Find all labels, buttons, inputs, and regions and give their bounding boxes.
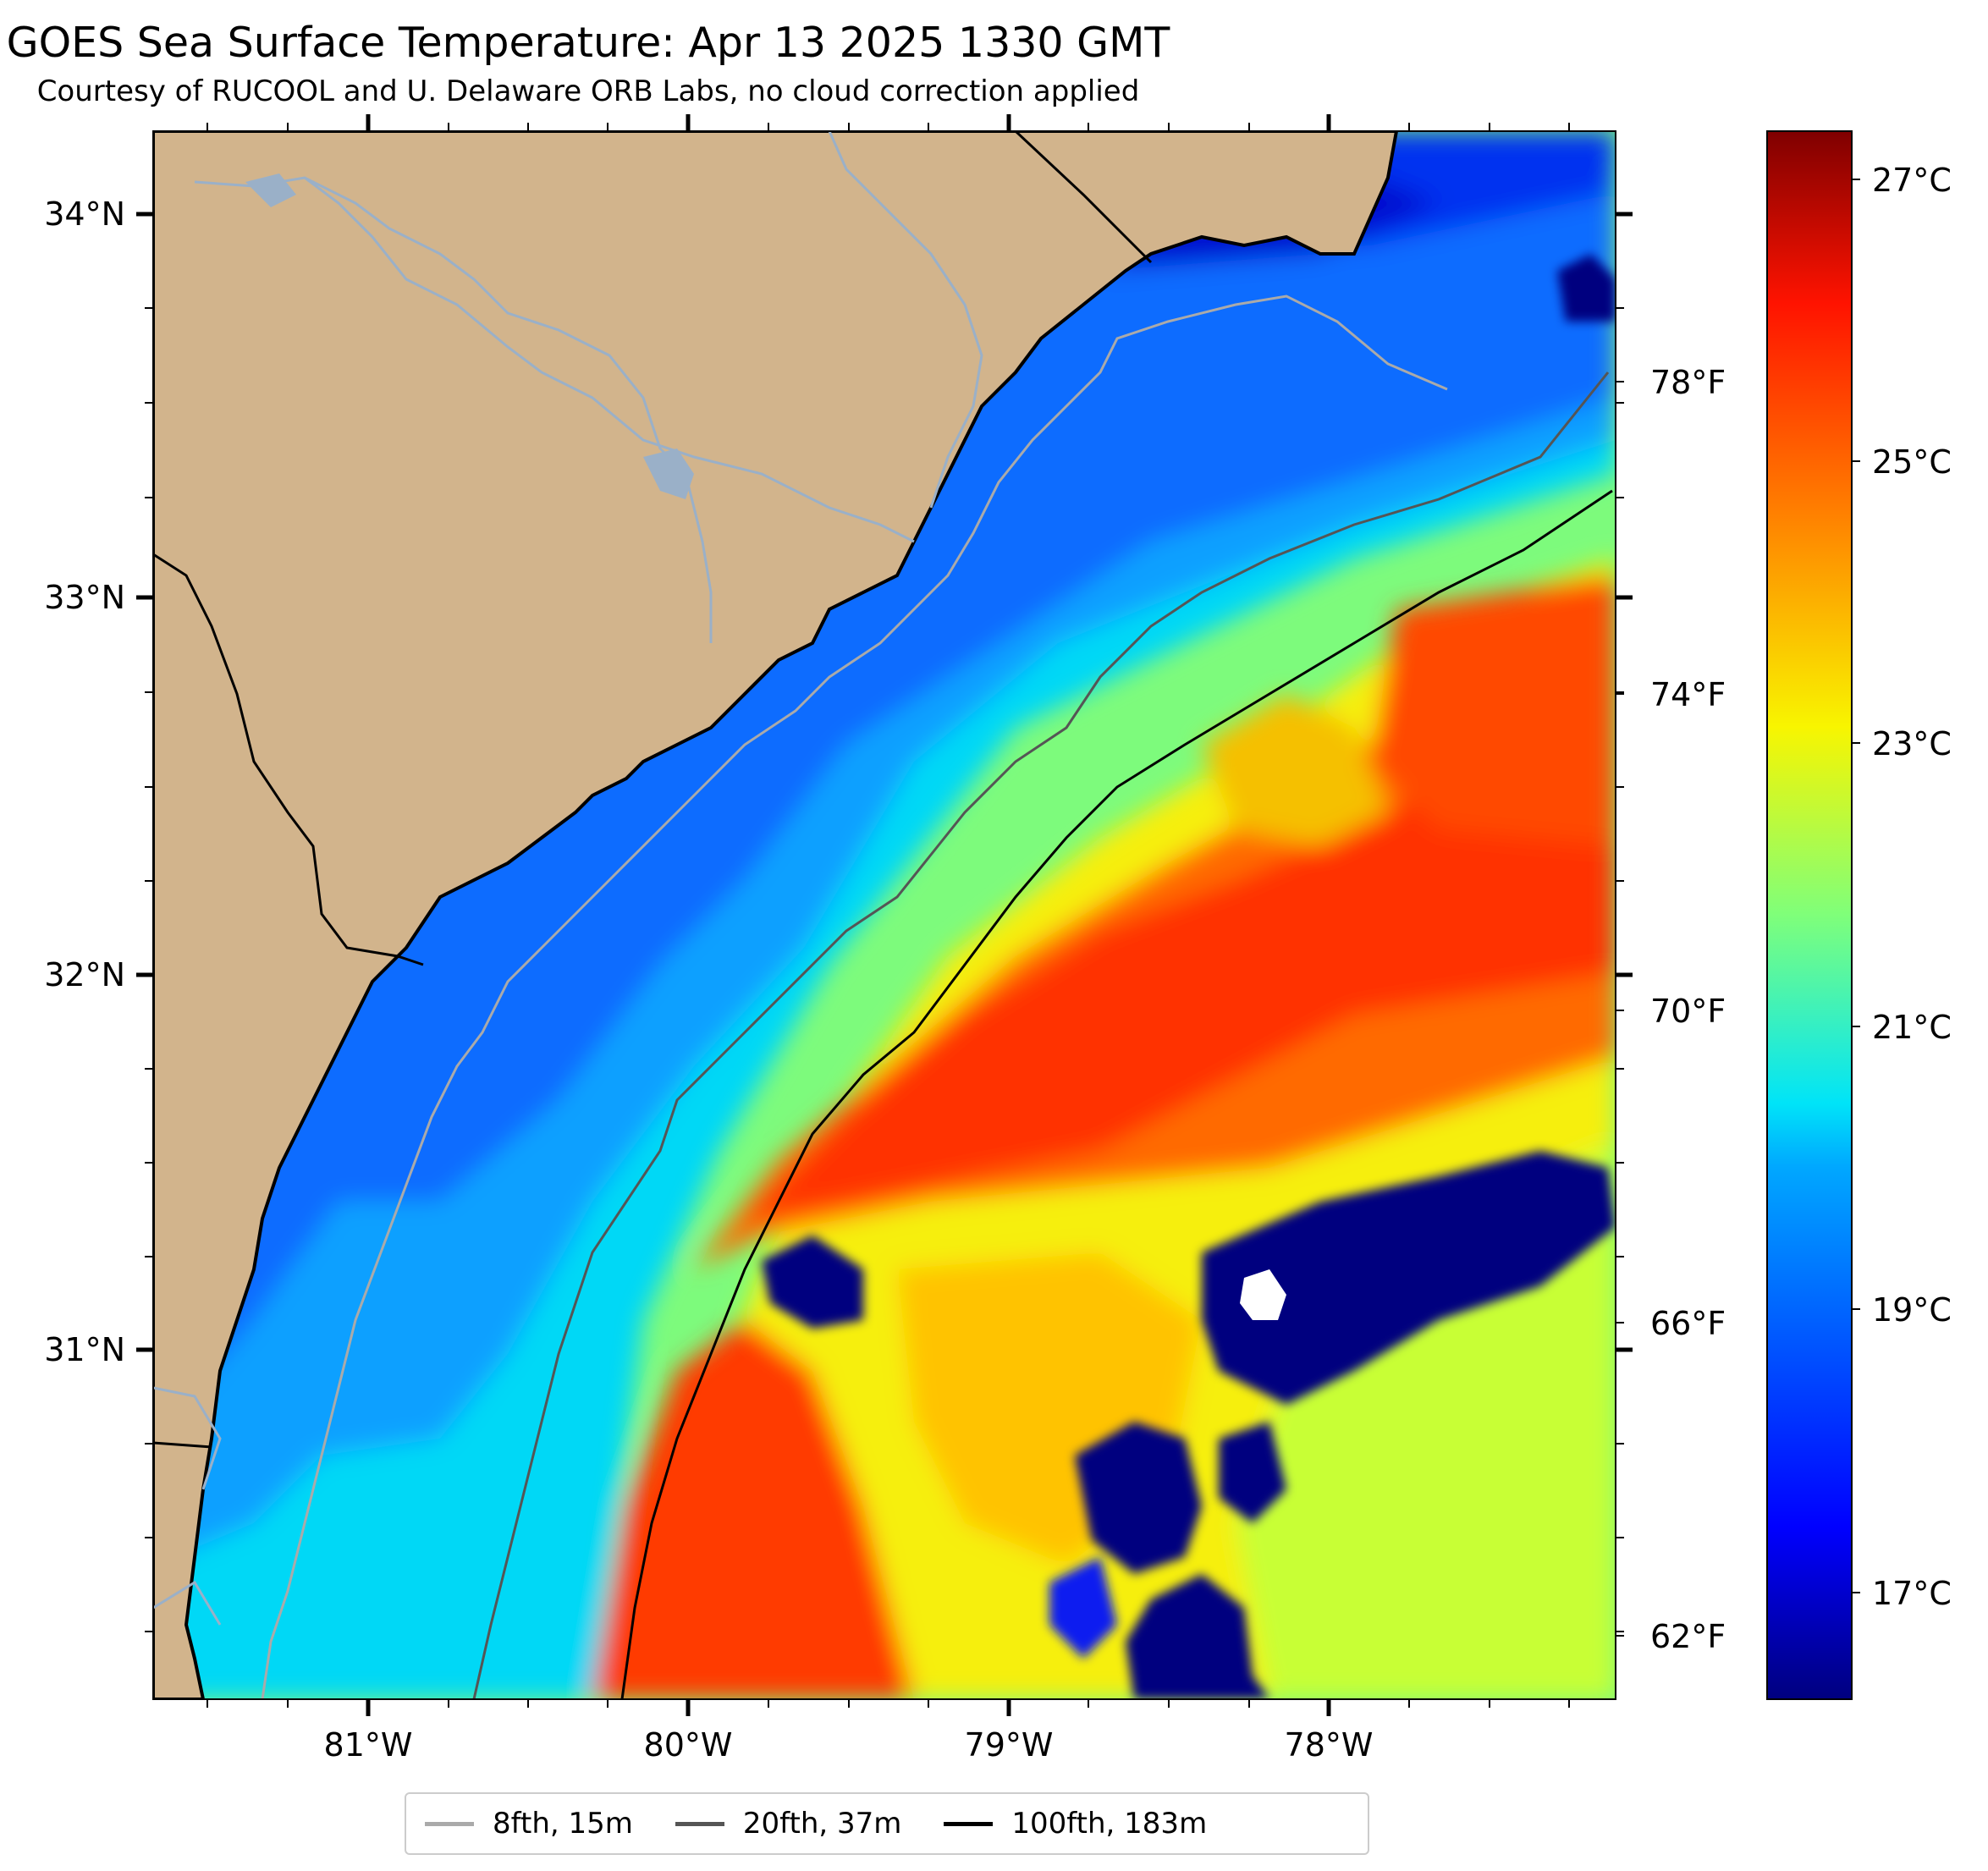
rivers [153, 131, 983, 1626]
lake-2 [245, 173, 296, 207]
legend-swatch-8fth [425, 1821, 474, 1826]
cold-patch-7 [1049, 1557, 1117, 1659]
cold-patch-4 [1126, 1574, 1269, 1699]
f-label-78: 78°F [1650, 364, 1726, 401]
warm-eddy-yellow [1202, 694, 1388, 846]
legend-item-20fth: 20fth, 37m [675, 1807, 902, 1841]
cold-patch-2 [762, 1235, 863, 1329]
major-ticks [136, 114, 1633, 1716]
sst-map-frame [153, 131, 1616, 1699]
lon-label-79: 79°W [965, 1726, 1054, 1764]
legend-label-8fth: 8fth, 15m [493, 1807, 633, 1841]
cold-patch-6 [1557, 254, 1616, 322]
lake [643, 448, 694, 499]
legend-swatch-100fth [944, 1821, 994, 1826]
f-label-70: 70°F [1650, 993, 1726, 1030]
colorbar [1766, 130, 1853, 1700]
fahrenheit-ticks [1616, 381, 1624, 1637]
legend-item-8fth: 8fth, 15m [425, 1807, 633, 1841]
lon-label-80: 80°W [644, 1726, 733, 1764]
lat-label-31: 31°N [44, 1331, 125, 1368]
cold-patch-5 [1219, 1422, 1286, 1523]
cloud-white-1 [1240, 1269, 1286, 1320]
cold-patch-1 [1202, 1151, 1616, 1405]
minor-ticks [145, 123, 1624, 1708]
legend-item-100fth: 100fth, 183m [944, 1807, 1207, 1841]
c-label-21: 21°C [1872, 1009, 1952, 1046]
cold-patch-3 [1075, 1422, 1202, 1574]
legend-label-100fth: 100fth, 183m [1011, 1807, 1208, 1841]
lon-label-78: 78°W [1285, 1726, 1374, 1764]
lat-label-34: 34°N [44, 195, 125, 233]
state-borders [153, 131, 1153, 1449]
warm-eddy-north [1371, 575, 1616, 846]
legend-label-20fth: 20fth, 37m [742, 1807, 902, 1841]
map-border [152, 130, 1616, 1700]
lat-label-32: 32°N [44, 956, 125, 993]
lon-label-81: 81°W [324, 1726, 413, 1764]
contour-100fth [620, 489, 1613, 1699]
legend: 8fth, 15m 20fth, 37m 100fth, 183m [405, 1792, 1369, 1855]
c-label-27: 27°C [1872, 162, 1952, 199]
c-label-23: 23°C [1872, 725, 1952, 762]
contour-20fth [472, 371, 1610, 1699]
gulf-stream-core [745, 677, 1616, 1219]
c-label-19: 19°C [1872, 1291, 1952, 1329]
f-label-66: 66°F [1650, 1305, 1726, 1342]
south-warm-region [592, 1320, 914, 1699]
colorbar-ticks [1852, 179, 1860, 1593]
map-subtitle: Courtesy of RUCOOL and U. Delaware ORB L… [36, 74, 1140, 108]
lat-label-33: 33°N [44, 579, 125, 616]
c-label-25: 25°C [1872, 443, 1952, 481]
contour-8fth [261, 294, 1448, 1699]
map-title: GOES Sea Surface Temperature: Apr 13 202… [6, 19, 1170, 67]
legend-swatch-20fth [675, 1821, 724, 1826]
f-label-62: 62°F [1650, 1618, 1726, 1655]
land-mass [153, 131, 1399, 1699]
f-label-74: 74°F [1650, 676, 1726, 713]
c-label-17: 17°C [1872, 1575, 1952, 1612]
